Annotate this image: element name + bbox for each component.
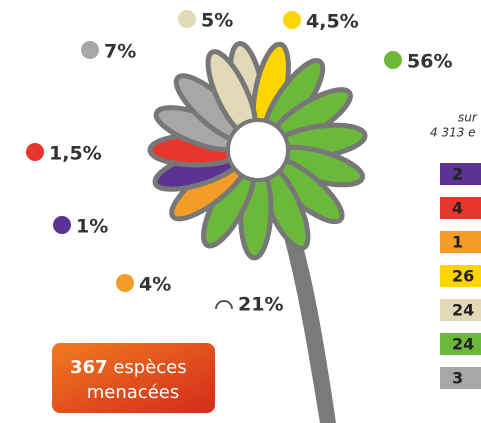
label-dot [384,51,402,69]
percent-label: 56% [407,51,452,73]
count-box [52,343,215,413]
label-dot [116,274,134,292]
legend-swatch [440,333,481,355]
legend-value: 24 [452,335,474,354]
percent-label: 1% [76,216,108,238]
count-text: 367 espèces [70,357,187,378]
label-dot [53,216,71,234]
legend-swatch [440,197,481,219]
count-line1: espèces [113,357,186,378]
count-line2: menacées [87,382,179,403]
legend-swatch [440,367,481,389]
percent-label: 7% [104,41,136,63]
legend-value: 4 [452,199,463,218]
label-dot [178,10,196,28]
legend-value: 1 [452,233,463,252]
label-dot [283,11,301,29]
label-dot [81,41,99,59]
legend-value: 26 [452,267,474,286]
percent-label: 1,5% [49,143,102,165]
count-number: 367 [70,357,108,378]
percent-label: 21% [238,294,283,316]
legend-line1: sur [458,111,478,125]
legend-swatch [440,163,481,185]
percent-label: 4% [139,274,171,296]
legend-swatch [440,299,481,321]
legend-swatch [440,265,481,287]
legend-line2: 4 313 e [430,126,476,140]
legend-swatch [440,231,481,253]
legend-value: 24 [452,301,474,320]
legend-value: 2 [452,165,463,184]
percent-label: 5% [201,10,233,32]
percent-label: 4,5% [306,11,359,33]
flower-center [226,118,290,182]
legend-value: 3 [452,369,463,388]
stem [268,183,336,423]
arc-icon [215,300,233,310]
label-dot [26,143,44,161]
